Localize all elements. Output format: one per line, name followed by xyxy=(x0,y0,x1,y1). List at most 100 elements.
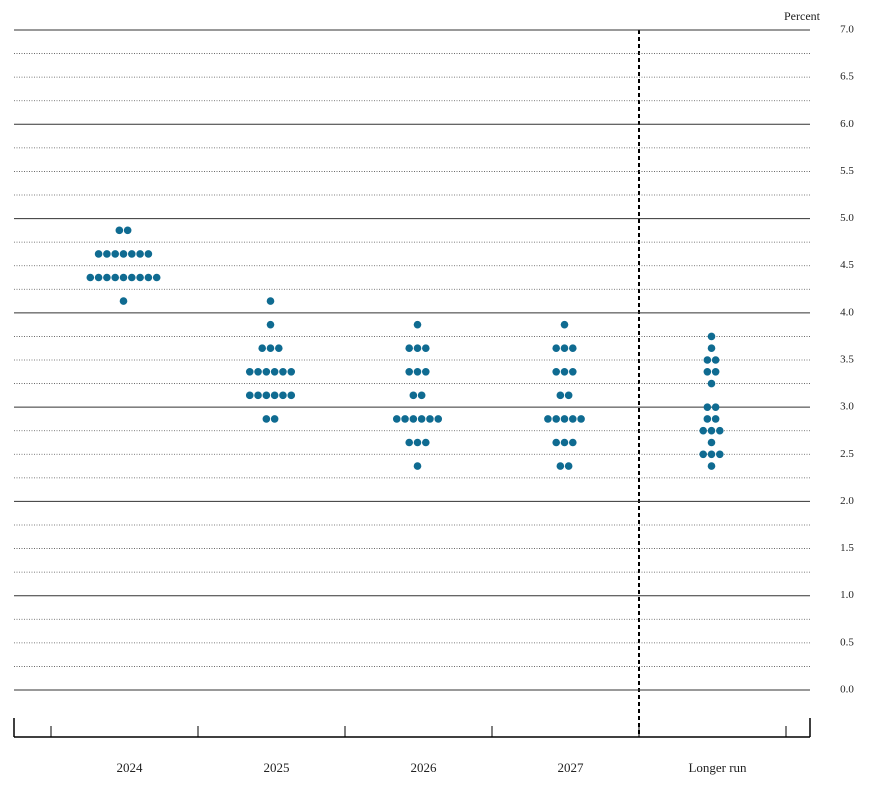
dot xyxy=(703,403,712,411)
dot xyxy=(417,415,426,423)
dot xyxy=(577,415,585,423)
dot xyxy=(266,344,275,353)
dot xyxy=(703,356,712,364)
dot xyxy=(279,391,287,400)
dot xyxy=(287,391,296,400)
dot xyxy=(115,226,124,235)
dot xyxy=(699,426,707,435)
dot xyxy=(569,438,577,447)
dot xyxy=(144,250,153,258)
dot xyxy=(405,438,414,447)
dot xyxy=(552,367,560,376)
dot xyxy=(103,250,111,258)
dot xyxy=(417,391,426,400)
y-tick-label: 5.0 xyxy=(840,212,854,224)
dot xyxy=(136,273,144,282)
y-tick-label: 2.0 xyxy=(840,495,854,507)
dot xyxy=(270,391,279,400)
dot xyxy=(254,367,262,376)
dot xyxy=(262,367,271,376)
y-tick-label: 6.0 xyxy=(840,118,854,130)
dot xyxy=(560,367,569,376)
dot xyxy=(287,367,296,376)
dot xyxy=(128,273,136,282)
dot xyxy=(279,367,287,376)
dot xyxy=(560,320,569,329)
dot xyxy=(262,415,271,423)
dot xyxy=(413,462,422,470)
y-tick-label: 1.5 xyxy=(840,542,854,554)
dot xyxy=(94,250,103,258)
dot xyxy=(556,391,565,400)
dot xyxy=(560,415,569,423)
dot xyxy=(275,344,283,353)
dot xyxy=(552,438,560,447)
dot xyxy=(258,344,267,353)
y-tick-label: 3.0 xyxy=(840,401,854,413)
dot xyxy=(119,273,128,282)
dot xyxy=(422,367,430,376)
x-tick-label: 2027 xyxy=(558,760,585,775)
dot xyxy=(245,367,254,376)
dot xyxy=(144,273,153,282)
y-tick-label: 7.0 xyxy=(840,24,854,36)
dot xyxy=(270,415,279,423)
dot xyxy=(707,450,716,459)
dot xyxy=(707,438,716,447)
y-axis-label: Percent xyxy=(784,9,821,23)
dot xyxy=(392,415,401,423)
dot xyxy=(552,415,560,423)
y-tick-label: 6.5 xyxy=(840,71,854,83)
dot xyxy=(111,250,119,258)
dot xyxy=(86,273,95,282)
dot xyxy=(716,426,724,435)
dot xyxy=(434,415,443,423)
dot xyxy=(266,297,275,305)
dot xyxy=(564,462,573,470)
dot xyxy=(703,367,712,376)
dot xyxy=(707,426,716,435)
dot xyxy=(413,344,422,353)
dot xyxy=(699,450,707,459)
x-tick-label: 2026 xyxy=(411,760,438,775)
y-tick-label: 3.5 xyxy=(840,354,854,366)
dot xyxy=(707,379,716,388)
dot xyxy=(560,438,569,447)
dot xyxy=(703,415,712,423)
dot xyxy=(560,344,569,353)
dot xyxy=(711,415,720,423)
dot xyxy=(413,438,422,447)
dot xyxy=(409,415,418,423)
y-tick-label: 5.5 xyxy=(840,165,854,177)
x-tick-label: 2024 xyxy=(117,760,144,775)
dot xyxy=(426,415,434,423)
dot xyxy=(564,391,573,400)
dot xyxy=(569,415,577,423)
dot xyxy=(254,391,262,400)
dot xyxy=(409,391,418,400)
dot xyxy=(401,415,409,423)
dot xyxy=(711,403,720,411)
dot xyxy=(266,320,275,329)
dot xyxy=(711,367,720,376)
dot xyxy=(245,391,254,400)
dot xyxy=(556,462,565,470)
dot xyxy=(128,250,136,258)
dot xyxy=(152,273,161,282)
dot xyxy=(413,367,422,376)
dot xyxy=(111,273,119,282)
y-tick-label: 4.5 xyxy=(840,259,854,271)
dot xyxy=(136,250,144,258)
dot xyxy=(123,226,132,235)
dot xyxy=(707,462,716,470)
y-tick-label: 2.5 xyxy=(840,448,854,460)
dot xyxy=(707,344,716,353)
dot xyxy=(422,438,430,447)
y-tick-label: 0.0 xyxy=(840,684,854,696)
dot xyxy=(544,415,552,423)
dot xyxy=(270,367,279,376)
dot xyxy=(552,344,560,353)
dot xyxy=(94,273,103,282)
dot xyxy=(569,344,577,353)
y-tick-label: 0.5 xyxy=(840,636,854,648)
